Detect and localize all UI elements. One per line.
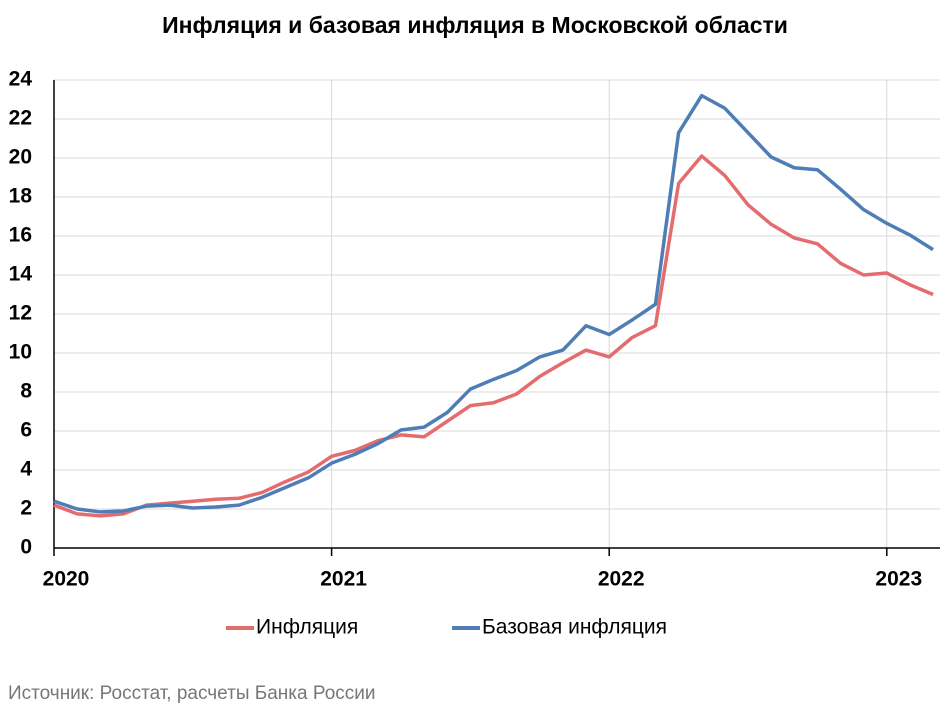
y-tick-label: 22 bbox=[9, 107, 32, 130]
x-tick-label: 2021 bbox=[320, 568, 367, 591]
source-note: Источник: Росстат, расчеты Банка России bbox=[8, 683, 376, 704]
y-tick-label: 24 bbox=[9, 68, 33, 91]
y-tick-label: 0 bbox=[20, 536, 32, 559]
y-tick-label: 12 bbox=[9, 302, 32, 325]
y-tick-label: 4 bbox=[20, 458, 32, 481]
y-tick-label: 6 bbox=[20, 419, 32, 442]
chart-title: Инфляция и базовая инфляция в Московской… bbox=[162, 12, 788, 38]
y-tick-label: 20 bbox=[9, 146, 32, 169]
series-line bbox=[53, 154, 934, 518]
y-tick-label: 14 bbox=[9, 263, 33, 286]
x-tick-label: 2022 bbox=[598, 568, 645, 591]
y-tick-label: 10 bbox=[9, 341, 32, 364]
legend-label: Инфляция bbox=[256, 616, 358, 639]
y-tick-label: 2 bbox=[20, 497, 32, 520]
y-tick-label: 8 bbox=[20, 380, 32, 403]
series-line bbox=[53, 93, 934, 514]
y-tick-label: 16 bbox=[9, 224, 32, 247]
y-tick-label: 18 bbox=[9, 185, 33, 208]
legend-label: Базовая инфляция bbox=[482, 616, 667, 639]
x-tick-label: 2023 bbox=[875, 568, 922, 591]
x-tick-label: 2020 bbox=[43, 568, 90, 591]
